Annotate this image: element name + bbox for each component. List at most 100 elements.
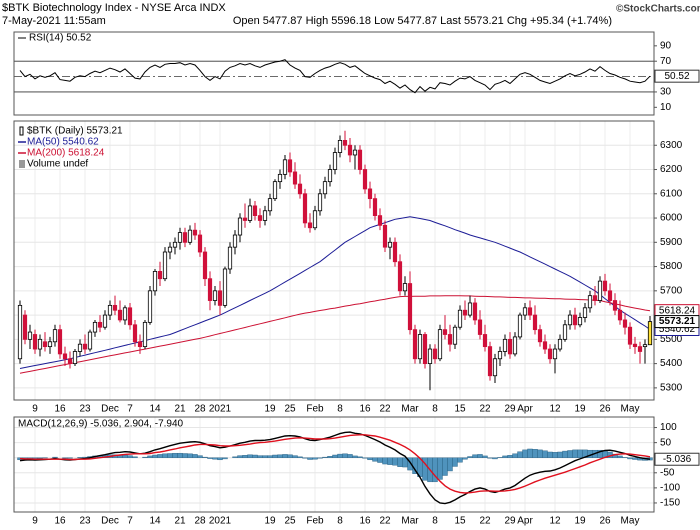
y-tick-label: -100 — [660, 483, 680, 494]
candle-body — [167, 246, 173, 253]
candle-body — [142, 321, 148, 348]
candle-body — [462, 309, 468, 316]
candle-body — [262, 210, 268, 221]
y-tick-label: 5800 — [660, 261, 683, 272]
histogram-bar — [627, 457, 633, 460]
y-tick-label: 70 — [660, 56, 672, 67]
candle-body — [267, 198, 273, 212]
x-tick-label: 15 — [454, 516, 466, 527]
histogram-bar — [282, 454, 288, 458]
x-tick-label: 7 — [127, 516, 133, 527]
x-tick-label: 9 — [32, 404, 38, 415]
histogram-bar — [482, 455, 488, 458]
candle-body — [617, 309, 623, 321]
histogram-bar — [477, 454, 483, 458]
candle-body — [602, 280, 608, 292]
x-tick-label: 2021 — [209, 516, 232, 527]
candle-body — [237, 217, 243, 236]
candle-body — [202, 251, 208, 280]
candle-body — [92, 321, 98, 333]
candle-body — [352, 149, 358, 156]
x-tick-label: 26 — [599, 516, 611, 527]
candle-body — [252, 205, 258, 217]
candle-body — [122, 307, 128, 321]
candle-body — [132, 324, 138, 343]
x-tick-label: 16 — [359, 404, 371, 415]
histogram-bar — [217, 457, 223, 461]
candle-body — [112, 304, 118, 311]
histogram-bar — [317, 457, 323, 459]
candle-body — [612, 300, 618, 311]
candle-body — [157, 271, 163, 280]
candle-body — [192, 229, 198, 236]
panel-border — [13, 120, 655, 401]
panel-frame — [13, 416, 655, 513]
legend-label: MA(200) 5618.24 — [27, 148, 105, 159]
histogram-bar — [132, 456, 138, 458]
y-tick-label: 5400 — [660, 358, 683, 369]
histogram-bar — [322, 456, 328, 458]
x-tick-label: 21 — [174, 516, 186, 527]
candle-body — [507, 338, 513, 355]
y-tick-label: 30 — [660, 87, 672, 98]
candle-body — [207, 278, 213, 301]
histogram-bar — [527, 448, 533, 458]
x-tick-label: Feb — [306, 404, 324, 415]
x-tick-label: 15 — [454, 404, 466, 415]
candle-body — [327, 169, 333, 183]
x-tick-label: 25 — [284, 516, 296, 527]
candle-body — [42, 341, 48, 348]
candle-body — [392, 241, 398, 263]
rsi-line — [19, 59, 651, 94]
histogram-bar — [517, 451, 523, 458]
histogram-bar — [222, 457, 228, 460]
histogram-bar — [437, 457, 443, 480]
histogram-bar — [267, 455, 273, 458]
x-tick-label: Feb — [306, 516, 324, 527]
candle-body — [302, 193, 308, 224]
histogram-bar — [542, 450, 548, 458]
histogram-bar — [552, 452, 558, 458]
y-tick-label: -50 — [660, 467, 675, 478]
x-tick-label: May — [621, 516, 640, 527]
candle-body — [442, 329, 448, 335]
candle-body — [227, 246, 233, 270]
y-tick-label: 10 — [660, 102, 672, 113]
x-tick-label: 28 — [194, 404, 206, 415]
histogram-bar — [247, 454, 253, 458]
histogram-bar — [272, 454, 278, 458]
candle-body — [472, 302, 478, 321]
x-tick-label: 14 — [149, 404, 161, 415]
x-tick-label: 12 — [549, 516, 561, 527]
candle-body — [517, 314, 523, 338]
candle-body — [417, 334, 423, 360]
histogram-bar — [232, 456, 238, 458]
histogram-bar — [242, 455, 248, 458]
histogram-bar — [387, 457, 393, 465]
y-tick-label: -150 — [660, 498, 680, 509]
histogram-bar — [312, 457, 318, 460]
last-value-label: 5573.21 — [659, 316, 696, 327]
histogram-bar — [192, 454, 198, 458]
legend-label: MA(50) 5540.62 — [27, 137, 99, 148]
histogram-bar — [327, 456, 333, 458]
histogram-bar — [467, 456, 473, 458]
candle-body — [562, 324, 568, 340]
histogram-bar — [492, 457, 498, 460]
x-tick-label: Dec — [101, 516, 119, 527]
candle-body — [187, 229, 193, 243]
candle-body — [357, 149, 363, 170]
histogram-bar — [512, 453, 518, 458]
last-value-box — [654, 315, 700, 329]
histogram-bar — [332, 454, 338, 458]
x-tick-label: 16 — [359, 516, 371, 527]
x-tick-label: 12 — [549, 404, 561, 415]
candle-body — [467, 302, 473, 316]
candle-body — [457, 309, 463, 328]
histogram-bar — [277, 454, 283, 458]
macd-line — [19, 434, 651, 494]
candle-body — [37, 338, 43, 350]
x-tick-label: 8 — [337, 516, 343, 527]
candle-body — [412, 329, 418, 360]
histogram-bar — [537, 449, 543, 458]
